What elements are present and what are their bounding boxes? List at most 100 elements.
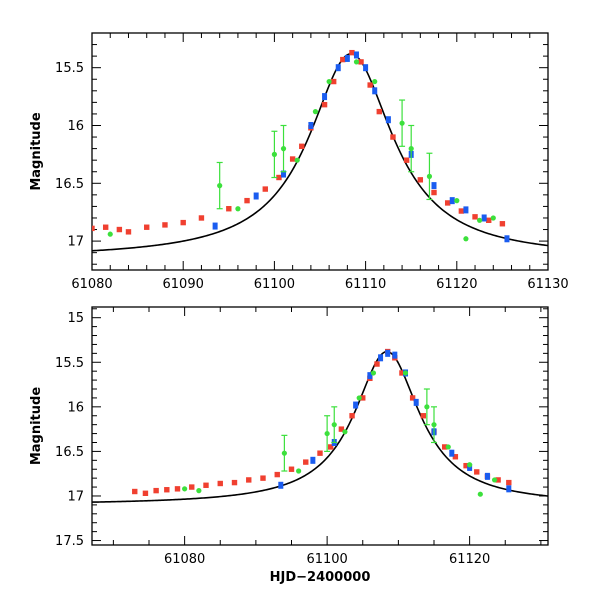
data-point-red	[262, 186, 268, 192]
data-point-red	[452, 454, 459, 460]
plot-area	[92, 348, 548, 503]
data-point-red	[327, 444, 334, 450]
data-point-red	[486, 217, 492, 223]
data-point-green	[294, 157, 300, 163]
x-tick-label: 61130	[527, 277, 568, 292]
data-point-blue	[413, 398, 419, 406]
data-point-green	[463, 236, 469, 242]
data-point-red	[360, 395, 366, 401]
data-point-red	[431, 189, 437, 196]
data-point-blue	[506, 485, 512, 493]
data-point-red	[288, 466, 295, 472]
data-point-blue	[308, 121, 314, 129]
y-tick-label: 15	[67, 311, 84, 326]
data-point-red	[198, 215, 205, 221]
data-point-red	[299, 143, 305, 149]
data-point-green	[312, 109, 319, 115]
x-tick-label: 61080	[164, 552, 205, 567]
y-tick-label: 16	[67, 119, 84, 134]
data-point-red	[71, 222, 76, 227]
data-point-red	[276, 174, 282, 181]
data-point-red	[409, 395, 416, 401]
data-point-red	[180, 219, 186, 226]
data-point-blue	[310, 456, 316, 464]
data-point-blue	[335, 64, 341, 72]
data-point-red	[203, 482, 209, 488]
y-tick-label: 16.5	[55, 177, 84, 192]
data-point-red	[274, 471, 280, 478]
data-point-green	[370, 370, 377, 376]
data-point-red	[495, 477, 501, 483]
x-tick-label: 61090	[163, 277, 204, 292]
x-tick-label: 61110	[345, 277, 386, 292]
y-tick-label: 17.5	[55, 534, 84, 549]
series-blue	[212, 51, 510, 243]
data-point-green	[445, 444, 451, 450]
data-point-red	[244, 197, 250, 204]
data-point-red	[102, 224, 109, 230]
data-point-red	[289, 156, 296, 162]
data-point-red	[463, 462, 469, 469]
x-axis-label: HJD−2400000	[270, 570, 371, 585]
data-point-red	[231, 479, 238, 486]
y-tick-label: 17	[67, 235, 84, 250]
data-point-red	[330, 78, 337, 85]
data-point-red	[367, 82, 373, 88]
data-point-blue	[385, 349, 391, 357]
data-point-blue	[449, 449, 455, 457]
x-tick-label: 61080	[71, 277, 112, 292]
data-point-green	[235, 206, 241, 212]
data-point-blue	[344, 54, 350, 62]
data-point-green	[182, 486, 188, 492]
x-tick-label: 61120	[436, 277, 477, 292]
x-tick-label: 61100	[254, 277, 295, 292]
data-point-green	[356, 395, 362, 401]
data-point-blue	[467, 463, 473, 471]
data-point-green	[326, 78, 332, 85]
data-point-red	[144, 224, 150, 230]
data-point-blue	[392, 351, 398, 359]
data-point-green	[491, 477, 498, 483]
data-point-green	[477, 217, 483, 223]
data-point-green	[296, 468, 302, 474]
series-green	[182, 370, 498, 497]
data-point-blue	[353, 51, 359, 59]
data-point-blue	[484, 472, 490, 480]
model-curve	[92, 350, 548, 503]
data-point-red	[399, 370, 405, 376]
data-point-red	[317, 450, 323, 456]
y-tick-label: 16.5	[55, 445, 84, 460]
model-curve	[92, 53, 548, 252]
data-point-red	[260, 475, 266, 481]
data-point-green	[196, 488, 202, 494]
data-point-red	[153, 487, 159, 494]
data-point-blue	[363, 64, 369, 72]
data-point-red	[417, 177, 424, 183]
data-point-red	[303, 459, 309, 465]
data-point-red	[349, 413, 355, 419]
data-point-green	[402, 370, 409, 376]
data-point-blue	[278, 481, 284, 489]
data-point-blue	[385, 116, 391, 124]
data-point-red	[132, 488, 138, 495]
data-point-blue	[504, 235, 510, 243]
data-point-red	[444, 200, 451, 206]
data-point-blue	[372, 87, 378, 95]
bottom-panel: 61080 61100 61120 15 15.5 16 16.5 17 17.5 Magnitu…	[29, 306, 549, 585]
data-point-red	[403, 157, 410, 163]
data-point-red	[164, 487, 170, 493]
data-point-red	[458, 208, 465, 214]
data-point-blue	[353, 401, 359, 409]
y-tick-label: 16	[67, 400, 84, 415]
data-point-blue	[253, 192, 259, 200]
x-tick-label: 61100	[306, 552, 347, 567]
data-point-blue	[449, 197, 455, 205]
data-point-green	[490, 215, 496, 221]
plot-frame	[91, 32, 549, 271]
y-axis-label: Magnitude	[29, 387, 44, 466]
x-tick-label: 61120	[449, 552, 490, 567]
data-point-green	[107, 231, 113, 237]
data-point-red	[189, 484, 195, 490]
data-point-green	[353, 59, 360, 65]
